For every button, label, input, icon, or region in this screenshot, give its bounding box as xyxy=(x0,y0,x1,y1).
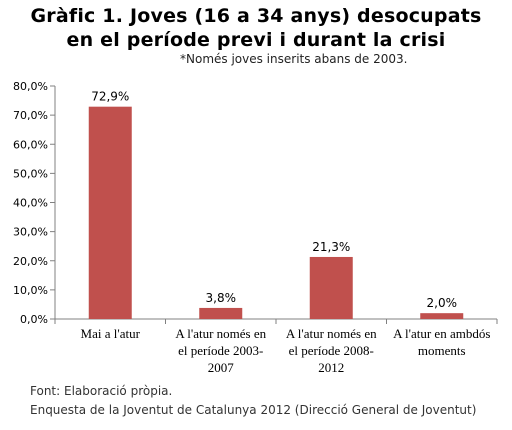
y-tick-label: 80,0% xyxy=(13,80,48,93)
y-tick-label: 60,0% xyxy=(13,138,48,151)
y-tick-label: 20,0% xyxy=(13,255,48,268)
y-tick-label: 50,0% xyxy=(13,167,48,180)
x-category-label: 2012 xyxy=(318,360,344,375)
source-note-line-1: Font: Elaboració pròpia. xyxy=(30,384,173,398)
y-tick-label: 0,0% xyxy=(20,313,48,326)
bar xyxy=(199,307,243,319)
x-category-label: el període 2003- xyxy=(178,343,263,358)
y-tick-label: 40,0% xyxy=(13,197,48,210)
x-category-label: A l'atur només en xyxy=(175,326,266,341)
chart-title-line-2: en el període previ i durant la crisi xyxy=(66,29,446,51)
source-note-line-2: Enquesta de la Joventut de Catalunya 201… xyxy=(30,403,477,417)
x-category-label: moments xyxy=(418,343,466,358)
y-tick-label: 30,0% xyxy=(13,226,48,239)
x-category-label: A l'atur només en xyxy=(286,326,377,341)
x-category-label: A l'atur en ambdós xyxy=(393,326,490,341)
bar xyxy=(420,313,464,319)
x-category-label: 2007 xyxy=(208,360,235,375)
chart-title-line-1: Gràfic 1. Joves (16 a 34 anys) desocupat… xyxy=(30,5,482,27)
y-tick-label: 10,0% xyxy=(13,284,48,297)
bar-data-label: 2,0% xyxy=(427,296,458,310)
bar-data-label: 21,3% xyxy=(312,240,350,254)
bar-data-label: 72,9% xyxy=(91,90,129,104)
chart-subtitle: *Només joves inserits abans de 2003. xyxy=(180,52,408,66)
bar xyxy=(88,106,132,320)
x-category-label: el període 2008- xyxy=(289,343,374,358)
bar-data-label: 3,8% xyxy=(206,291,237,305)
x-category-label: Mai a l'atur xyxy=(81,326,141,341)
bar xyxy=(309,256,353,319)
y-tick-label: 70,0% xyxy=(13,109,48,122)
